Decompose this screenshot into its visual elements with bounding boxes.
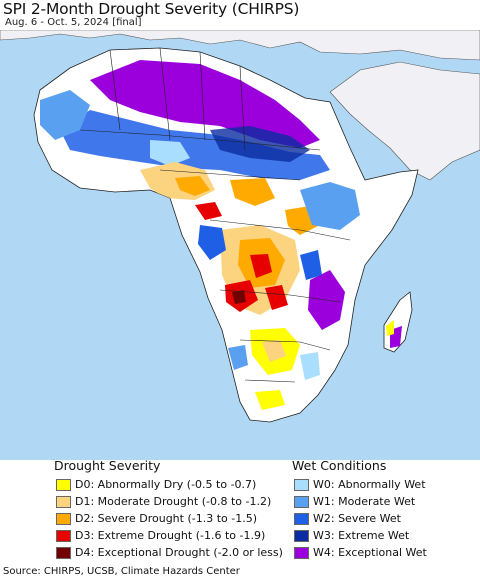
madagascar-dry-patch — [386, 320, 394, 336]
africa-spi-map — [0, 30, 480, 460]
wet-patch — [198, 225, 226, 260]
drought-legend-heading: Drought Severity — [54, 458, 161, 473]
wet-legend-label: W2: Severe Wet — [313, 512, 401, 525]
drought-swatch — [56, 530, 71, 542]
wet-patch — [40, 90, 90, 140]
drought-patch — [175, 176, 210, 196]
wet-legend-item: W4: Exceptional Wet — [294, 545, 427, 561]
drought-legend-label: D0: Abnormally Dry (-0.5 to -0.7) — [75, 478, 257, 491]
drought-legend-label: D2: Severe Drought (-1.3 to -1.5) — [75, 512, 258, 525]
wet-patch — [228, 345, 248, 370]
date-range-subtitle: Aug. 6 - Oct. 5, 2024 [final] — [5, 17, 142, 28]
wet-legend-item: W2: Severe Wet — [294, 511, 401, 527]
drought-patch — [230, 178, 275, 206]
spi-anomaly-layer — [40, 60, 360, 410]
drought-legend-item: D0: Abnormally Dry (-0.5 to -0.7) — [56, 477, 256, 493]
wet-legend-item: W1: Moderate Wet — [294, 494, 415, 510]
drought-swatch — [56, 479, 71, 491]
wet-swatch — [294, 513, 309, 525]
wet-legend-label: W3: Extreme Wet — [313, 529, 410, 542]
europe-land — [0, 30, 480, 61]
drought-legend-label: D1: Moderate Drought (-0.8 to -1.2) — [75, 495, 272, 508]
wet-legend-label: W0: Abnormally Wet — [313, 478, 426, 491]
drought-legend-item: D3: Extreme Drought (-1.6 to -1.9) — [56, 528, 265, 544]
country-borders — [79, 47, 351, 383]
drought-patch — [232, 290, 246, 304]
drought-swatch — [56, 547, 71, 559]
wet-swatch — [294, 530, 309, 542]
wet-legend-item: W0: Abnormally Wet — [294, 477, 426, 493]
wet-patch — [300, 182, 360, 230]
source-credit: Source: CHIRPS, UCSB, Climate Hazards Ce… — [3, 566, 240, 577]
drought-legend-item: D2: Severe Drought (-1.3 to -1.5) — [56, 511, 257, 527]
drought-legend-label: D3: Extreme Drought (-1.6 to -1.9) — [75, 529, 266, 542]
wet-swatch — [294, 479, 309, 491]
drought-patch — [195, 202, 222, 220]
wet-legend-label: W1: Moderate Wet — [313, 495, 416, 508]
map-title: SPI 2-Month Drought Severity (CHIRPS) — [3, 0, 300, 18]
wet-patch — [300, 352, 320, 380]
wet-swatch — [294, 547, 309, 559]
drought-patch — [265, 285, 288, 310]
drought-patch — [255, 390, 285, 410]
sahel-exceptional-wet — [90, 60, 320, 148]
wet-legend-label: W4: Exceptional Wet — [313, 546, 427, 559]
wet-legend-item: W3: Extreme Wet — [294, 528, 409, 544]
arabian-peninsula — [329, 61, 480, 181]
drought-legend-label: D4: Exceptional Drought (-2.0 or less) — [75, 546, 283, 559]
wet-patch — [150, 140, 190, 166]
drought-legend-item: D1: Moderate Drought (-0.8 to -1.2) — [56, 494, 271, 510]
wet-patch — [60, 110, 330, 180]
drought-patch — [262, 340, 286, 362]
drought-swatch — [56, 496, 71, 508]
wet-legend-heading: Wet Conditions — [292, 458, 387, 473]
wet-swatch — [294, 496, 309, 508]
drought-legend-item: D4: Exceptional Drought (-2.0 or less) — [56, 545, 283, 561]
drought-swatch — [56, 513, 71, 525]
wet-patch — [300, 250, 322, 280]
drought-patch — [250, 254, 272, 278]
